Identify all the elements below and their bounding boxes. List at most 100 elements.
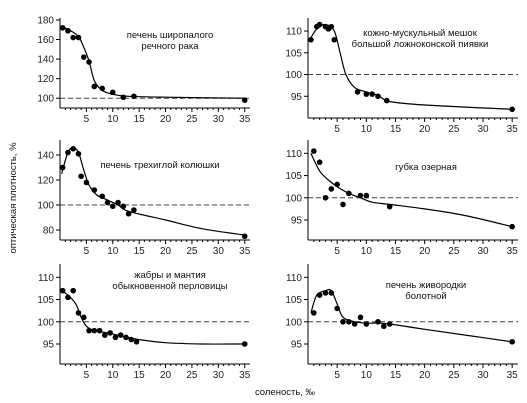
panel-title: большой ложноконской пиявки xyxy=(352,39,489,50)
y-tick-label: 110 xyxy=(286,149,302,160)
x-tick-label: 35 xyxy=(507,124,519,135)
y-tick-label: 140 xyxy=(37,151,54,162)
x-tick-label: 30 xyxy=(477,246,489,257)
data-point xyxy=(311,310,317,316)
y-tick-label: 95 xyxy=(291,92,303,103)
y-tick-label: 95 xyxy=(43,340,55,351)
data-point xyxy=(133,338,140,345)
data-point xyxy=(316,292,323,298)
data-point xyxy=(59,24,66,31)
data-point xyxy=(99,193,106,200)
data-point xyxy=(322,194,329,201)
x-tick-label: 20 xyxy=(419,370,431,381)
data-point xyxy=(509,106,515,113)
data-point xyxy=(241,97,248,103)
panel-title: печень трехиглой колюшки xyxy=(100,160,219,171)
x-tick-label: 5 xyxy=(334,370,340,381)
data-point xyxy=(125,210,132,217)
data-point xyxy=(346,318,352,325)
x-tick-label: 30 xyxy=(213,370,225,381)
x-axis-label: соленость, ‰ xyxy=(255,387,316,398)
y-tick-label: 140 xyxy=(37,55,54,66)
y-tick-label: 95 xyxy=(291,340,303,351)
x-tick-label: 5 xyxy=(84,246,90,257)
data-point xyxy=(99,85,106,92)
data-point xyxy=(308,36,314,43)
panel-5: 95 100 105 110 5 10 15 20 25 30 35 жабры и мантияоб… xyxy=(37,264,251,381)
y-tick-label: 110 xyxy=(286,273,302,284)
x-tick-label: 25 xyxy=(186,114,198,125)
x-tick-label: 30 xyxy=(477,124,489,135)
data-point xyxy=(375,318,381,325)
x-tick-label: 10 xyxy=(107,370,119,381)
x-tick-label: 5 xyxy=(334,246,340,257)
y-tick-label: 160 xyxy=(37,35,54,46)
panel-title: болотной xyxy=(405,291,446,302)
data-point xyxy=(328,290,335,296)
data-point xyxy=(357,192,364,199)
data-point xyxy=(59,287,66,294)
data-point xyxy=(65,27,71,34)
data-point xyxy=(120,94,127,101)
y-tick-label: 100 xyxy=(285,193,302,204)
y-tick-label: 105 xyxy=(285,295,302,306)
x-tick-label: 5 xyxy=(84,370,90,381)
data-point xyxy=(375,93,381,100)
x-tick-label: 25 xyxy=(186,370,198,381)
x-tick-label: 35 xyxy=(239,114,251,125)
data-point xyxy=(369,91,375,97)
data-point xyxy=(340,201,346,208)
data-point xyxy=(363,321,370,327)
data-point xyxy=(386,321,393,327)
panel-title: жабры и мантия xyxy=(134,270,206,281)
trend-curve xyxy=(61,290,245,345)
x-tick-label: 15 xyxy=(134,370,146,381)
y-tick-label: 80 xyxy=(43,226,55,237)
panel-4: 95 100 105 110 5 10 15 20 25 30 35 губка озерная xyxy=(285,140,518,257)
data-point xyxy=(102,332,108,338)
data-point xyxy=(334,181,340,188)
data-point xyxy=(128,336,135,343)
y-tick-label: 120 xyxy=(37,176,54,187)
data-point xyxy=(120,203,127,210)
data-point xyxy=(331,36,338,43)
y-tick-label: 100 xyxy=(285,317,302,328)
data-point xyxy=(340,318,346,325)
x-tick-label: 15 xyxy=(390,370,402,381)
data-point xyxy=(70,145,76,152)
data-point xyxy=(96,327,103,334)
data-point xyxy=(104,199,111,206)
data-point xyxy=(241,341,248,347)
data-point xyxy=(107,330,113,336)
x-tick-label: 15 xyxy=(134,114,146,125)
panel-title: обыкновенной перловицы xyxy=(112,281,227,292)
data-point xyxy=(123,334,129,341)
data-point xyxy=(328,186,335,192)
y-tick-label: 120 xyxy=(37,74,54,85)
data-point xyxy=(509,223,515,230)
x-tick-label: 25 xyxy=(448,246,460,257)
data-point xyxy=(65,149,71,156)
y-tick-label: 95 xyxy=(291,216,303,227)
y-tick-label: 105 xyxy=(37,295,54,306)
y-tick-label: 110 xyxy=(286,27,302,38)
y-tick-label: 100 xyxy=(285,70,302,81)
x-tick-label: 10 xyxy=(107,246,119,257)
data-point xyxy=(91,83,98,90)
x-tick-label: 25 xyxy=(448,370,460,381)
y-tick-label: 100 xyxy=(37,94,54,105)
x-tick-label: 30 xyxy=(213,114,225,125)
panel-6: 95 100 105 110 5 10 15 20 25 30 35 печень живородки… xyxy=(285,264,518,381)
x-tick-label: 20 xyxy=(419,246,431,257)
data-point xyxy=(75,34,82,41)
data-point xyxy=(357,314,364,321)
panel-title: кожно-мускульный мешок xyxy=(363,28,478,39)
data-point xyxy=(80,54,87,60)
x-tick-label: 25 xyxy=(448,124,460,135)
data-point xyxy=(109,203,116,210)
x-tick-label: 10 xyxy=(361,246,373,257)
data-point xyxy=(351,321,358,327)
y-tick-label: 100 xyxy=(37,201,54,212)
data-point xyxy=(117,332,124,338)
